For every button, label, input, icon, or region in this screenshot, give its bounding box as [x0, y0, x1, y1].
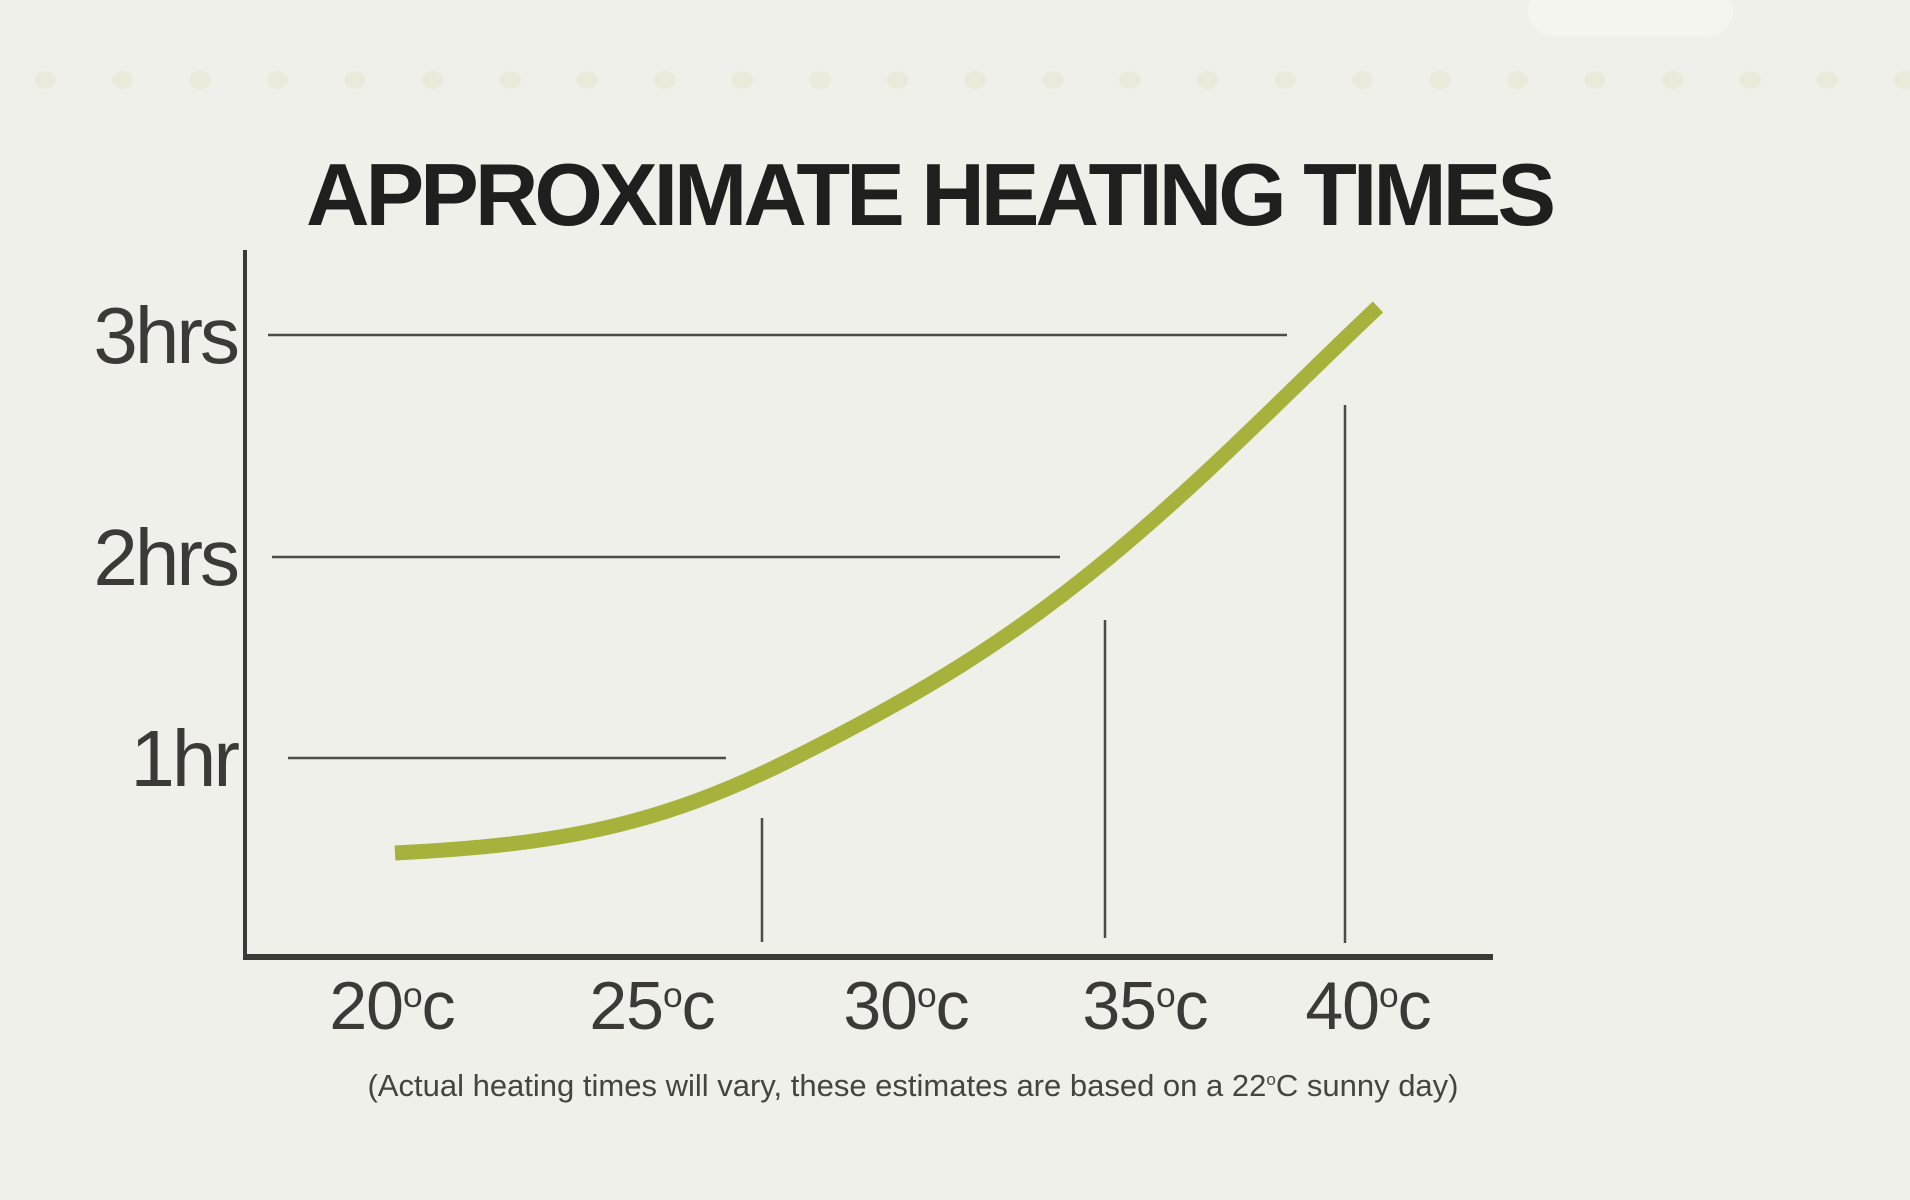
x-axis-label-40c: 40oc: [1268, 972, 1468, 1040]
x-axis-label-30c: 30oc: [806, 972, 1006, 1040]
temp-value: 20: [329, 968, 404, 1044]
temp-value: 40: [1305, 968, 1380, 1044]
chart-caption: (Actual heating times will vary, these e…: [213, 1068, 1613, 1103]
degree-symbol: o: [1378, 976, 1399, 1016]
temp-unit: c: [1397, 968, 1432, 1044]
caption-text-start: (Actual heating times will vary, these e…: [367, 1068, 1267, 1103]
y-axis-label-1hr: 1hr: [130, 714, 240, 803]
temp-unit: c: [1174, 968, 1209, 1044]
degree-symbol: o: [402, 976, 423, 1016]
temp-value: 35: [1082, 968, 1157, 1044]
caption-degree-symbol: o: [1266, 1069, 1276, 1089]
temp-value: 30: [843, 968, 918, 1044]
y-axis-label-2hrs: 2hrs: [93, 513, 240, 602]
heating-time-curve: [394, 301, 1384, 861]
degree-symbol: o: [1155, 976, 1176, 1016]
x-axis-label-35c: 35oc: [1045, 972, 1245, 1040]
temp-unit: c: [681, 968, 716, 1044]
x-axis-label-20c: 20oc: [292, 972, 492, 1040]
temp-value: 25: [589, 968, 664, 1044]
x-axis-label-25c: 25oc: [552, 972, 752, 1040]
temp-unit: c: [935, 968, 970, 1044]
y-axis-label-3hrs: 3hrs: [93, 291, 240, 380]
degree-symbol: o: [662, 976, 683, 1016]
background-highlight-blob: [1528, 0, 1733, 36]
degree-symbol: o: [916, 976, 937, 1016]
caption-text-end: C sunny day): [1275, 1068, 1459, 1103]
page-title: APPROXIMATE HEATING TIMES: [305, 144, 1556, 244]
temp-unit: c: [421, 968, 456, 1044]
